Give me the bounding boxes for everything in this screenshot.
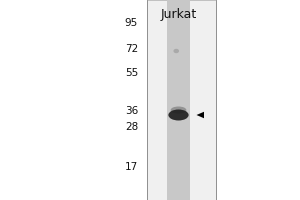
Ellipse shape <box>171 106 186 114</box>
Text: 17: 17 <box>125 162 138 172</box>
Text: 28: 28 <box>125 122 138 132</box>
Bar <box>147 0 216 200</box>
Polygon shape <box>196 112 204 118</box>
Text: 72: 72 <box>125 44 138 54</box>
Ellipse shape <box>173 49 179 53</box>
Bar <box>167 0 190 200</box>
Ellipse shape <box>168 109 189 120</box>
Text: 36: 36 <box>125 106 138 116</box>
Text: 95: 95 <box>125 18 138 28</box>
Text: 55: 55 <box>125 68 138 78</box>
Text: Jurkat: Jurkat <box>160 8 196 21</box>
